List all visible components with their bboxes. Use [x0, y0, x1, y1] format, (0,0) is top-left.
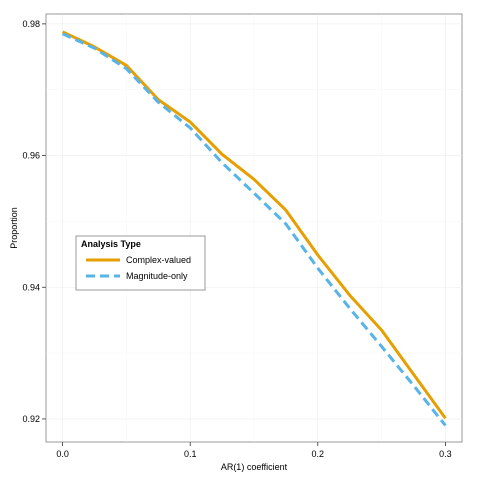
- y-tick-label-1: 0.94: [22, 282, 40, 292]
- y-tick-label-2: 0.96: [22, 151, 40, 161]
- y-axis-title: Proportion: [9, 207, 19, 249]
- x-axis-ticks: 0.0 0.1 0.2 0.3: [56, 442, 452, 459]
- y-axis-ticks: 0.92 0.94 0.96 0.98: [22, 19, 46, 424]
- x-axis-title: AR(1) coefficient: [221, 462, 288, 472]
- legend-label-complex-valued: Complex-valued: [126, 255, 191, 265]
- series-lines: [61, 30, 447, 427]
- x-tick-label-1: 0.1: [184, 449, 197, 459]
- x-tick-label-0: 0.0: [56, 449, 69, 459]
- x-tick-label-2: 0.2: [312, 449, 325, 459]
- y-tick-label-3: 0.98: [22, 19, 40, 29]
- legend-box: [75, 235, 206, 291]
- series-line-magnitude-only: [61, 32, 447, 427]
- legend-title: Analysis Type: [81, 239, 141, 249]
- y-tick-label-0: 0.92: [22, 414, 40, 424]
- series-line-complex-valued: [61, 30, 447, 420]
- x-tick-label-3: 0.3: [439, 449, 452, 459]
- grid-lines: [46, 14, 462, 442]
- legend: Analysis Type Complex-valued Magnitude-o…: [75, 235, 206, 291]
- legend-label-magnitude-only: Magnitude-only: [126, 271, 188, 281]
